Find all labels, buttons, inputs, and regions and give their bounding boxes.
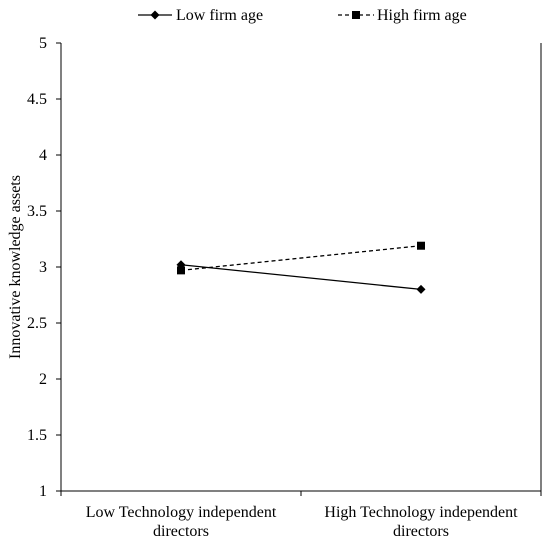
y-axis: 1 1.5 2 2.5 3 3.5 4 4.5 5 [27,35,61,500]
legend-marker-low-firm-age [150,10,160,20]
series-line-low-firm-age [180,264,422,291]
x-tick-label: High Technology independent directors [324,504,518,540]
legend: Low firm age High firm age [138,7,467,24]
data-point-high-firm-age [417,241,425,250]
x-tick-label: Low Technology independent directors [86,504,277,540]
y-tick-label: 2.5 [27,315,47,332]
series-line-high-firm-age [180,245,422,272]
y-tick-label: 4 [39,147,47,164]
legend-label-high-firm-age: High firm age [377,7,467,24]
plot-frame [60,43,542,492]
y-tick-label: 2 [39,371,47,388]
y-tick-label: 4.5 [27,91,47,108]
series-layer [176,241,426,294]
data-point-low-firm-age [416,284,426,294]
legend-label-low-firm-age: Low firm age [176,7,263,24]
legend-marker-high-firm-age [352,11,360,19]
x-axis: Low Technology independent directors High … [60,491,542,540]
y-tick-label: 1.5 [27,427,47,444]
y-tick-label: 1 [39,483,47,500]
y-tick-label: 3.5 [27,203,47,220]
y-tick-label: 3 [39,259,47,276]
data-point-high-firm-age [177,266,185,275]
y-tick-label: 5 [39,35,47,52]
y-axis-title: Innovative knowledge assets [7,175,24,359]
